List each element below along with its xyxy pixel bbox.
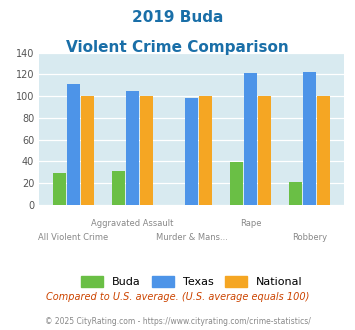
Text: Murder & Mans...: Murder & Mans... <box>156 233 228 242</box>
Bar <box>81 96 94 205</box>
Bar <box>112 171 125 205</box>
Bar <box>53 173 66 205</box>
Bar <box>289 182 302 205</box>
Text: Violent Crime Comparison: Violent Crime Comparison <box>66 40 289 54</box>
Bar <box>67 84 80 205</box>
Bar <box>317 96 331 205</box>
Bar <box>140 96 153 205</box>
Bar <box>185 98 198 205</box>
Text: Rape: Rape <box>240 219 262 228</box>
Bar <box>200 96 212 205</box>
Text: Aggravated Assault: Aggravated Assault <box>92 219 174 228</box>
Bar <box>258 96 272 205</box>
Legend: Buda, Texas, National: Buda, Texas, National <box>81 276 302 287</box>
Bar <box>303 72 316 205</box>
Bar <box>244 73 257 205</box>
Text: © 2025 CityRating.com - https://www.cityrating.com/crime-statistics/: © 2025 CityRating.com - https://www.city… <box>45 317 310 326</box>
Bar <box>126 91 139 205</box>
Text: Robbery: Robbery <box>292 233 327 242</box>
Text: Compared to U.S. average. (U.S. average equals 100): Compared to U.S. average. (U.S. average … <box>46 292 309 302</box>
Text: 2019 Buda: 2019 Buda <box>132 10 223 25</box>
Text: All Violent Crime: All Violent Crime <box>38 233 109 242</box>
Bar <box>230 162 243 205</box>
